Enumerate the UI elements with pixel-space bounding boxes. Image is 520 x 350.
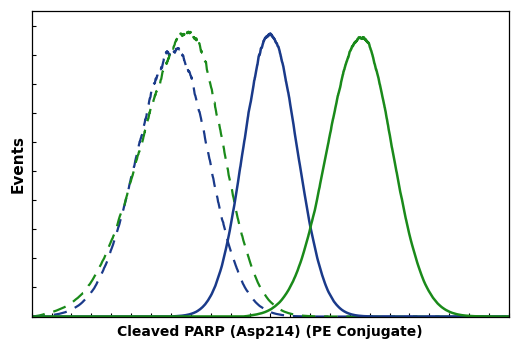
X-axis label: Cleaved PARP (Asp214) (PE Conjugate): Cleaved PARP (Asp214) (PE Conjugate): [118, 325, 423, 339]
Y-axis label: Events: Events: [11, 135, 26, 193]
